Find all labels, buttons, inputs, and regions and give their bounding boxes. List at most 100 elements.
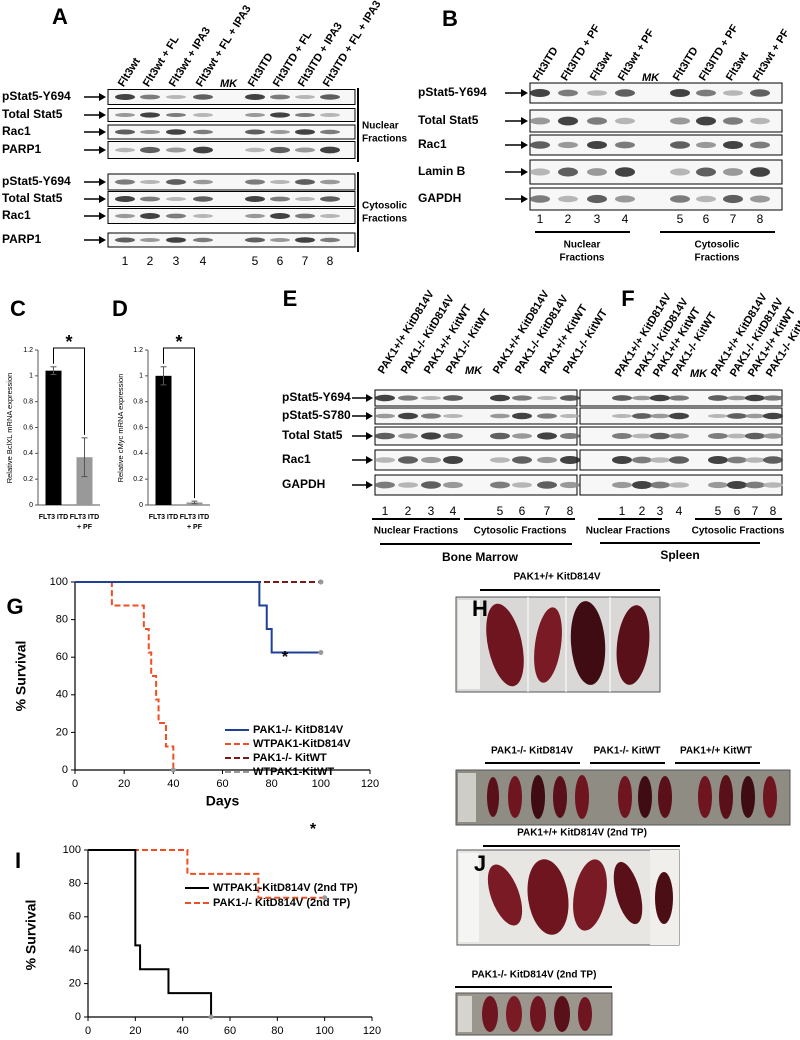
blot-band — [490, 457, 510, 463]
blot-band — [537, 413, 557, 419]
blot-band — [669, 433, 689, 439]
y-tick-label: 100 — [63, 844, 81, 856]
legend-label: WTPAK1-KitD814V (2nd TP) — [213, 882, 358, 894]
survival-line — [75, 581, 321, 654]
blot-band — [193, 214, 213, 218]
fraction-label: Fractions — [362, 214, 407, 225]
lane-number: 6 — [734, 504, 741, 518]
blot-band — [615, 89, 635, 97]
blot-band — [615, 195, 635, 203]
blot-band — [560, 456, 580, 464]
blot-band — [115, 213, 135, 219]
survival-line — [88, 849, 325, 899]
blot-band — [398, 482, 418, 488]
blot-band — [512, 433, 532, 439]
blot-band — [295, 113, 315, 117]
blot-band — [558, 167, 578, 177]
blot-band — [443, 433, 463, 439]
lane-number: 7 — [302, 254, 309, 268]
lane-number: 3 — [428, 504, 435, 518]
row-label: Rac1 — [418, 137, 447, 151]
blot-band — [632, 481, 652, 489]
blot-band — [669, 395, 689, 401]
lane-number: 1 — [619, 504, 626, 518]
blot-band — [295, 237, 315, 243]
x-tick-label: + PF — [77, 524, 93, 531]
blot-band — [670, 195, 690, 203]
x-tick-label: FLT3 ITD — [70, 514, 99, 521]
blot-strip — [107, 124, 356, 140]
lane-header: Flt3wt + PF — [751, 27, 792, 83]
lane-number: 4 — [200, 254, 207, 268]
blot-band — [530, 141, 550, 149]
blot-band — [421, 481, 441, 489]
blot-band — [398, 433, 418, 439]
blot-band — [669, 456, 689, 464]
row-label: Lamin B — [418, 164, 466, 178]
blot-strip — [107, 173, 356, 191]
blot-band — [398, 456, 418, 464]
blot-band — [193, 129, 213, 135]
blot-band — [245, 129, 265, 135]
blot-band — [708, 433, 728, 439]
blot-band — [669, 482, 689, 488]
panel-label: C — [10, 296, 26, 321]
blot-band — [727, 456, 747, 464]
blot-band — [295, 179, 315, 185]
y-axis-title: Relative BclXL mRNA expression — [5, 373, 14, 484]
blot-band — [193, 146, 213, 154]
row-label: PARP1 — [2, 142, 41, 156]
blot-band — [530, 117, 550, 125]
fraction-label: Cytosolic — [362, 201, 407, 212]
blot-band — [650, 432, 670, 440]
blot-band — [375, 413, 395, 419]
blot-band — [193, 113, 213, 117]
x-tick-label: 0 — [85, 1025, 91, 1037]
end-point — [170, 767, 176, 773]
y-axis-title: % Survival — [23, 900, 39, 971]
blot-band — [612, 414, 632, 418]
blot-band — [696, 141, 716, 149]
fraction-label: Fractions — [559, 253, 604, 264]
blot-band — [140, 146, 160, 154]
blot-band — [723, 117, 743, 125]
blot-band — [320, 196, 340, 202]
blot-band — [650, 457, 670, 463]
blot-strip — [107, 191, 356, 207]
row-label: pStat5-Y694 — [418, 85, 487, 99]
blot-band — [140, 213, 160, 219]
lane-number: 7 — [752, 504, 759, 518]
blot-band — [750, 167, 770, 177]
blot-band — [537, 396, 557, 400]
lane-number: 3 — [173, 254, 180, 268]
blot-band — [490, 481, 510, 489]
blot-band — [670, 168, 690, 176]
blot-band — [140, 196, 160, 202]
blot-band — [745, 394, 765, 402]
blot-band — [193, 237, 213, 243]
blot-band — [696, 167, 716, 177]
panel-label: E — [283, 286, 298, 311]
row-label: Total Stat5 — [282, 428, 343, 442]
lane-number: 1 — [122, 254, 129, 268]
lane-header: MK — [642, 72, 660, 84]
blot-band — [166, 129, 186, 135]
arrow-head — [521, 195, 528, 203]
x-tick-label: 100 — [315, 1025, 333, 1037]
blot-band — [670, 141, 690, 149]
y-tick-label: 20 — [69, 978, 81, 990]
arrow-head — [366, 456, 373, 464]
blot-band — [115, 196, 135, 202]
blot-band — [727, 395, 747, 401]
blot-band — [295, 147, 315, 153]
blot-band — [115, 94, 135, 100]
row-label: Total Stat5 — [2, 107, 63, 121]
group-label: PAK1-/- KitD814V (2nd TP) — [472, 970, 597, 981]
blot-band — [421, 432, 441, 440]
y-tick-label: 0.4 — [133, 450, 143, 457]
blot-band — [115, 113, 135, 117]
blot-band — [727, 413, 747, 419]
blot-band — [670, 117, 690, 125]
y-axis-title: Relative cMyc mRNA expression — [116, 374, 125, 483]
y-tick-label: 0 — [29, 502, 33, 509]
